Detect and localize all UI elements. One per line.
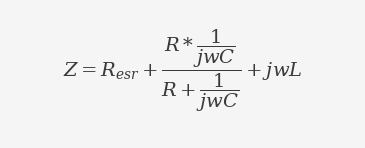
Text: $Z = R_{esr} + \dfrac{R * \dfrac{1}{jwC}}{R + \dfrac{1}{jwC}} + jwL$: $Z = R_{esr} + \dfrac{R * \dfrac{1}{jwC}… bbox=[63, 28, 302, 114]
